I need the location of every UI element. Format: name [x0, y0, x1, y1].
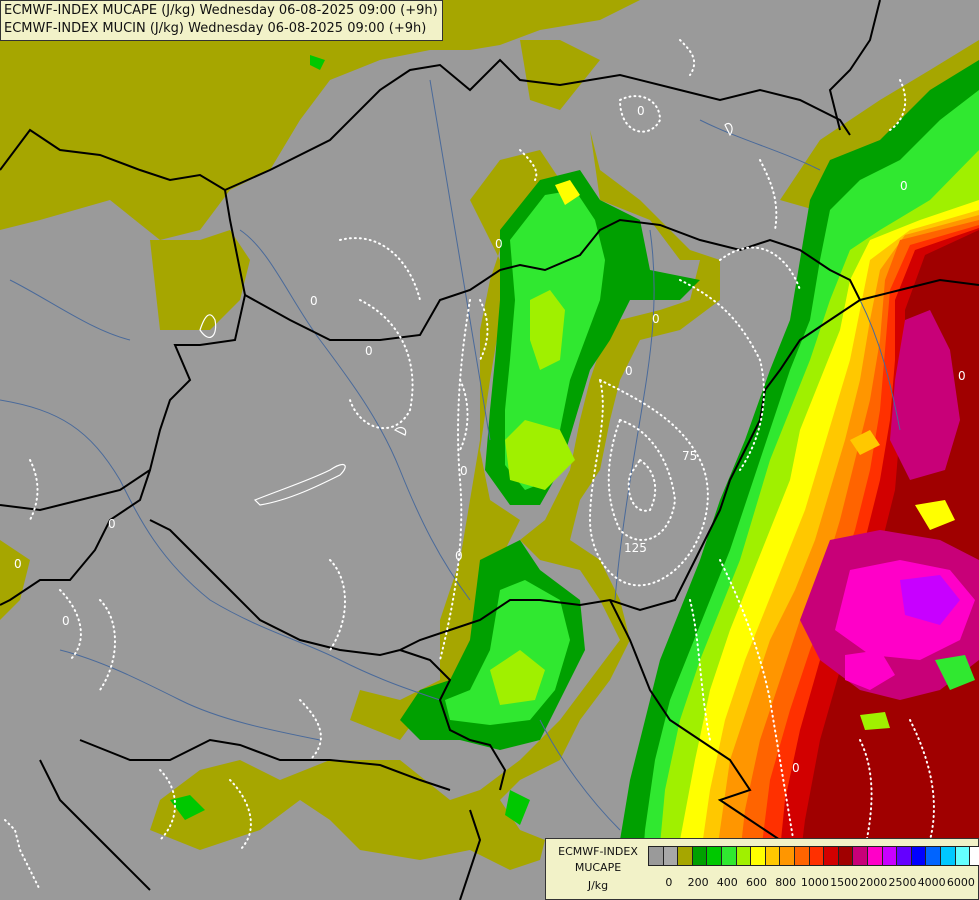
legend-swatch: [691, 846, 708, 866]
legend-swatch: [662, 846, 679, 866]
legend-tick-label: 1000: [800, 876, 829, 889]
legend-swatch: [764, 846, 781, 866]
contour-label: 0: [62, 614, 70, 628]
contour-label: 0: [652, 312, 660, 326]
cin-contours-solid: [199, 122, 733, 506]
cin-contours: [4, 39, 935, 891]
legend-swatch: [779, 846, 795, 866]
contour-label: 0: [958, 369, 966, 383]
title-line-cin: ECMWF-INDEX MUCIN (J/kg) Wednesday 06-08…: [4, 21, 427, 36]
legend-tick-label: 800: [775, 876, 797, 889]
legend-swatch: [735, 846, 752, 866]
contour-label: 0: [625, 364, 633, 378]
legend-swatch: [677, 846, 693, 866]
contour-label: 0: [14, 557, 22, 571]
legend-swatch: [969, 846, 979, 866]
legend-swatch: [706, 846, 722, 866]
legend-swatch: [954, 846, 971, 866]
legend-tick-label: 0: [665, 876, 673, 889]
legend-parameter: MUCAPE: [574, 861, 622, 874]
legend-unit: J/kg: [587, 879, 609, 892]
contour-label: 0: [108, 517, 116, 531]
contour-label: 0: [460, 464, 468, 478]
map-title: ECMWF-INDEX MUCAPE (J/kg) Wednesday 06-0…: [0, 0, 443, 41]
contour-label: 0: [792, 761, 800, 775]
legend-tick-label: 2500: [888, 876, 917, 889]
legend-swatch: [867, 846, 883, 866]
legend-swatch: [852, 846, 868, 866]
legend-tick-label: 2000: [859, 876, 888, 889]
cin-labels: 0 0 0 0 0 0 0 0 0 0 0 75 125 0 0 0: [14, 104, 966, 775]
contour-label: 0: [455, 549, 463, 563]
legend-tick-label: 1500: [830, 876, 859, 889]
legend-swatch: [837, 846, 854, 866]
legend-swatch: [940, 846, 956, 866]
legend-source: ECMWF-INDEX: [558, 845, 638, 858]
legend-tick-label: 6000: [946, 876, 975, 889]
legend-swatch: [910, 846, 927, 866]
rivers: [0, 79, 901, 831]
legend-swatch: [648, 846, 664, 866]
legend-tick-label: 200: [687, 876, 709, 889]
legend-swatch: [896, 846, 912, 866]
cape-high-field: [610, 60, 979, 900]
legend-tick-label: 600: [746, 876, 767, 889]
contour-label: 0: [495, 237, 503, 251]
legend-tick-label: 400: [716, 876, 738, 889]
contour-label: 0: [900, 179, 908, 193]
contour-label: 0: [365, 344, 373, 358]
cape-mid-field: [170, 55, 700, 825]
contour-label: 0: [637, 104, 645, 118]
legend-swatch: [750, 846, 766, 866]
contour-label: 75: [682, 449, 697, 463]
legend-swatch: [881, 846, 898, 866]
contour-label: 0: [310, 294, 318, 308]
title-line-cape: ECMWF-INDEX MUCAPE (J/kg) Wednesday 06-0…: [4, 3, 438, 18]
color-legend: ECMWF-INDEX MUCAPE J/kg 0 200 400 600 800 100…: [545, 838, 979, 900]
legend-swatch: [808, 846, 825, 866]
legend-tick-label: 4000: [917, 876, 946, 889]
contour-label: 125: [624, 541, 647, 555]
legend-swatch: [925, 846, 941, 866]
legend-swatch: [823, 846, 839, 866]
legend-swatch: [794, 846, 810, 866]
legend-swatch: [721, 846, 737, 866]
